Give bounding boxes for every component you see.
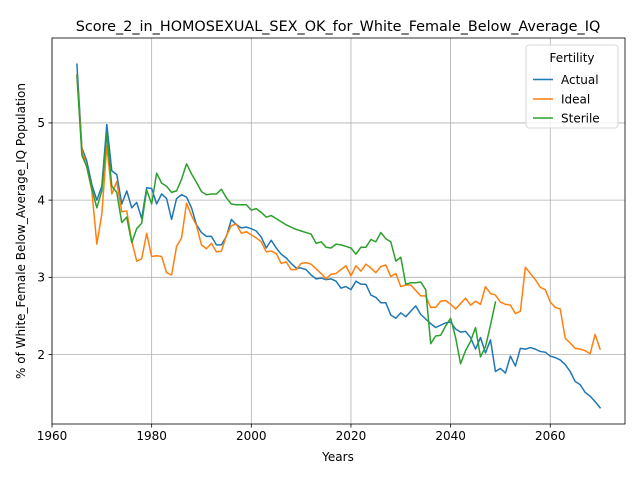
x-tick-label: 2060 [535, 429, 566, 443]
series-line-sterile [76, 74, 497, 365]
series-lines [76, 63, 602, 409]
legend-item-actual: Actual [533, 73, 599, 87]
series-line-actual [76, 63, 602, 409]
y-tick-label: 3 [37, 271, 45, 285]
legend-label-sterile: Sterile [561, 112, 600, 126]
legend-label-actual: Actual [561, 73, 599, 87]
legend-title: Fertility [549, 51, 594, 65]
x-tick-label: 1960 [37, 429, 68, 443]
y-tick-label: 5 [37, 116, 45, 130]
x-tick-label: 2040 [435, 429, 466, 443]
x-tick-label: 2000 [236, 429, 267, 443]
legend-item-sterile: Sterile [533, 112, 600, 126]
chart-title: Score_2_in_HOMOSEXUAL_SEX_OK_for_White_F… [76, 19, 601, 35]
y-axis-label: % of White_Female Below_Average_IQ Popul… [14, 83, 28, 379]
legend-item-ideal: Ideal [533, 93, 590, 107]
y-tick-label: 2 [37, 348, 45, 362]
legend-box [525, 44, 619, 129]
x-axis-label: Years [321, 450, 354, 464]
series-line-ideal [76, 74, 602, 355]
legend-label-ideal: Ideal [561, 93, 590, 107]
y-tick-label: 4 [37, 193, 45, 207]
plot-frame [51, 37, 626, 425]
x-tick-label: 1980 [136, 429, 167, 443]
axis-ticks: 1960 1980 2000 2020 2040 2060 2 3 4 5 [37, 116, 566, 443]
x-tick-label: 2020 [336, 429, 367, 443]
legend: Fertility Actual Ideal Sterile [525, 44, 619, 129]
